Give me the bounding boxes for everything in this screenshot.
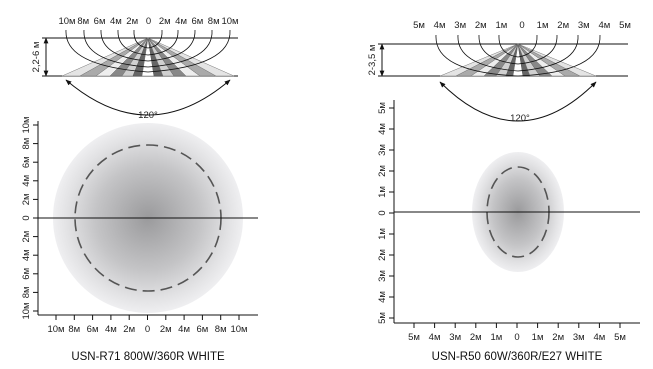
top-tick-label: 5м: [413, 20, 425, 31]
side-tick-label: 1м: [377, 186, 388, 198]
range-arcs: [435, 34, 601, 77]
bottom-tick-label: 8м: [68, 324, 80, 335]
right-side-ticks: 5м 4м 3м 2м 1м 0 1м 2м 3м 4м 5м: [377, 102, 394, 324]
top-tick-label: 4м: [434, 20, 446, 31]
side-tick-label: 5м: [377, 102, 388, 114]
side-view-right: 2-3,5 м 120°: [367, 34, 628, 124]
top-tick-label: 4м: [175, 16, 187, 27]
bottom-tick-label: 6м: [196, 324, 208, 335]
side-tick-label: 4м: [21, 175, 32, 187]
left-side-ticks: 10м 8м 6м 4м 2м 0 2м 4м 6м 8м 10м: [21, 116, 38, 320]
top-tick-label: 4м: [110, 16, 122, 27]
bottom-tick-label: 8м: [215, 324, 227, 335]
top-tick-label: 0: [146, 16, 151, 27]
bottom-tick-label: 2м: [470, 332, 482, 343]
top-tick-label: 8м: [208, 16, 220, 27]
bottom-tick-label: 4м: [429, 332, 441, 343]
top-tick-label: 2м: [126, 16, 138, 27]
side-tick-label: 10м: [21, 116, 32, 133]
side-tick-label: 8м: [21, 138, 32, 150]
angle-arc: [65, 79, 231, 116]
bottom-tick-label: 6м: [87, 324, 99, 335]
bottom-tick-label: 4м: [105, 324, 117, 335]
side-tick-label: 6м: [21, 156, 32, 168]
top-tick-label: 5м: [619, 20, 631, 31]
side-tick-label: 2м: [21, 231, 32, 243]
bottom-tick-label: 4м: [593, 332, 605, 343]
left-top-ticks: 10м 8м 6м 4м 2м 0 2м 4м 6м 8м 10м: [58, 16, 238, 27]
bottom-tick-label: 1м: [490, 332, 502, 343]
bottom-tick-label: 10м: [47, 324, 64, 335]
top-tick-label: 1м: [495, 20, 507, 31]
side-tick-label: 5м: [377, 312, 388, 324]
top-tick-label: 8м: [77, 16, 89, 27]
top-tick-label: 1м: [537, 20, 549, 31]
side-tick-label: 4м: [377, 123, 388, 135]
top-tick-label: 2м: [475, 20, 487, 31]
side-tick-label: 4м: [21, 249, 32, 261]
top-tick-label: 10м: [58, 16, 75, 27]
angle-arc: [439, 81, 597, 122]
model-caption: USN-R50 60W/360R/E27 WHITE: [432, 351, 603, 363]
top-tick-label: 3м: [454, 20, 466, 31]
model-caption: USN-R71 800W/360R WHITE: [71, 351, 225, 363]
angle-label: 120°: [510, 113, 530, 124]
beam-segment: [147, 37, 235, 77]
top-tick-label: 2м: [557, 20, 569, 31]
top-tick-label: 6м: [191, 16, 203, 27]
side-tick-label: 0: [21, 215, 32, 220]
side-tick-label: 3м: [377, 270, 388, 282]
bottom-tick-label: 3м: [449, 332, 461, 343]
bottom-tick-label: 2м: [160, 324, 172, 335]
beam-segment: [517, 43, 597, 77]
angle-label: 120°: [138, 110, 158, 121]
bottom-tick-label: 10м: [230, 324, 247, 335]
diagram-right: 2-3,5 м 120° 5м 4м 3м 2м 1м 0 1м 2м 3м 4м 5м 5м 4м 3…: [367, 20, 640, 363]
range-arcs: [65, 29, 231, 73]
bottom-tick-label: 0: [145, 324, 150, 335]
bottom-tick-label: 4м: [178, 324, 190, 335]
top-tick-label: 2м: [159, 16, 171, 27]
bottom-tick-label: 5м: [408, 332, 420, 343]
side-tick-label: 3м: [377, 144, 388, 156]
bottom-tick-label: 2м: [123, 324, 135, 335]
side-tick-label: 4м: [377, 291, 388, 303]
top-tick-label: 10м: [221, 16, 238, 27]
top-view-right: 5м 4м 3м 2м 1м 0 1м 2м 3м 4м 5м 5м 4м 3м 2м 1м 0 1м 2м 3м 4…: [377, 100, 640, 343]
side-tick-label: 0: [377, 210, 388, 215]
height-label: 2,2-6 м: [31, 42, 42, 73]
side-tick-label: 2м: [21, 193, 32, 205]
top-tick-label: 4м: [598, 20, 610, 31]
side-tick-label: 6м: [21, 268, 32, 280]
height-label: 2-3,5 м: [367, 45, 378, 76]
bottom-tick-label: 0: [514, 332, 519, 343]
left-bottom-ticks: 10м 8м 6м 4м 2м 0 2м 4м 6м 8м 10м: [47, 315, 248, 335]
side-tick-label: 2м: [377, 249, 388, 261]
bottom-tick-label: 3м: [573, 332, 585, 343]
top-tick-label: 6м: [94, 16, 106, 27]
side-tick-label: 2м: [377, 165, 388, 177]
bottom-tick-label: 5м: [614, 332, 626, 343]
side-tick-label: 10м: [21, 302, 32, 319]
side-tick-label: 1м: [377, 228, 388, 240]
top-tick-label: 0: [519, 20, 524, 31]
bottom-tick-label: 1м: [532, 332, 544, 343]
side-view-left: 2,2-6 м 120°: [31, 29, 238, 121]
side-tick-label: 8м: [21, 286, 32, 298]
bottom-tick-label: 2м: [552, 332, 564, 343]
right-bottom-ticks: 5м 4м 3м 2м 1м 0 1м 2м 3м 4м 5м: [408, 323, 626, 343]
top-tick-label: 3м: [578, 20, 590, 31]
right-top-ticks: 5м 4м 3м 2м 1м 0 1м 2м 3м 4м 5м: [413, 20, 631, 31]
